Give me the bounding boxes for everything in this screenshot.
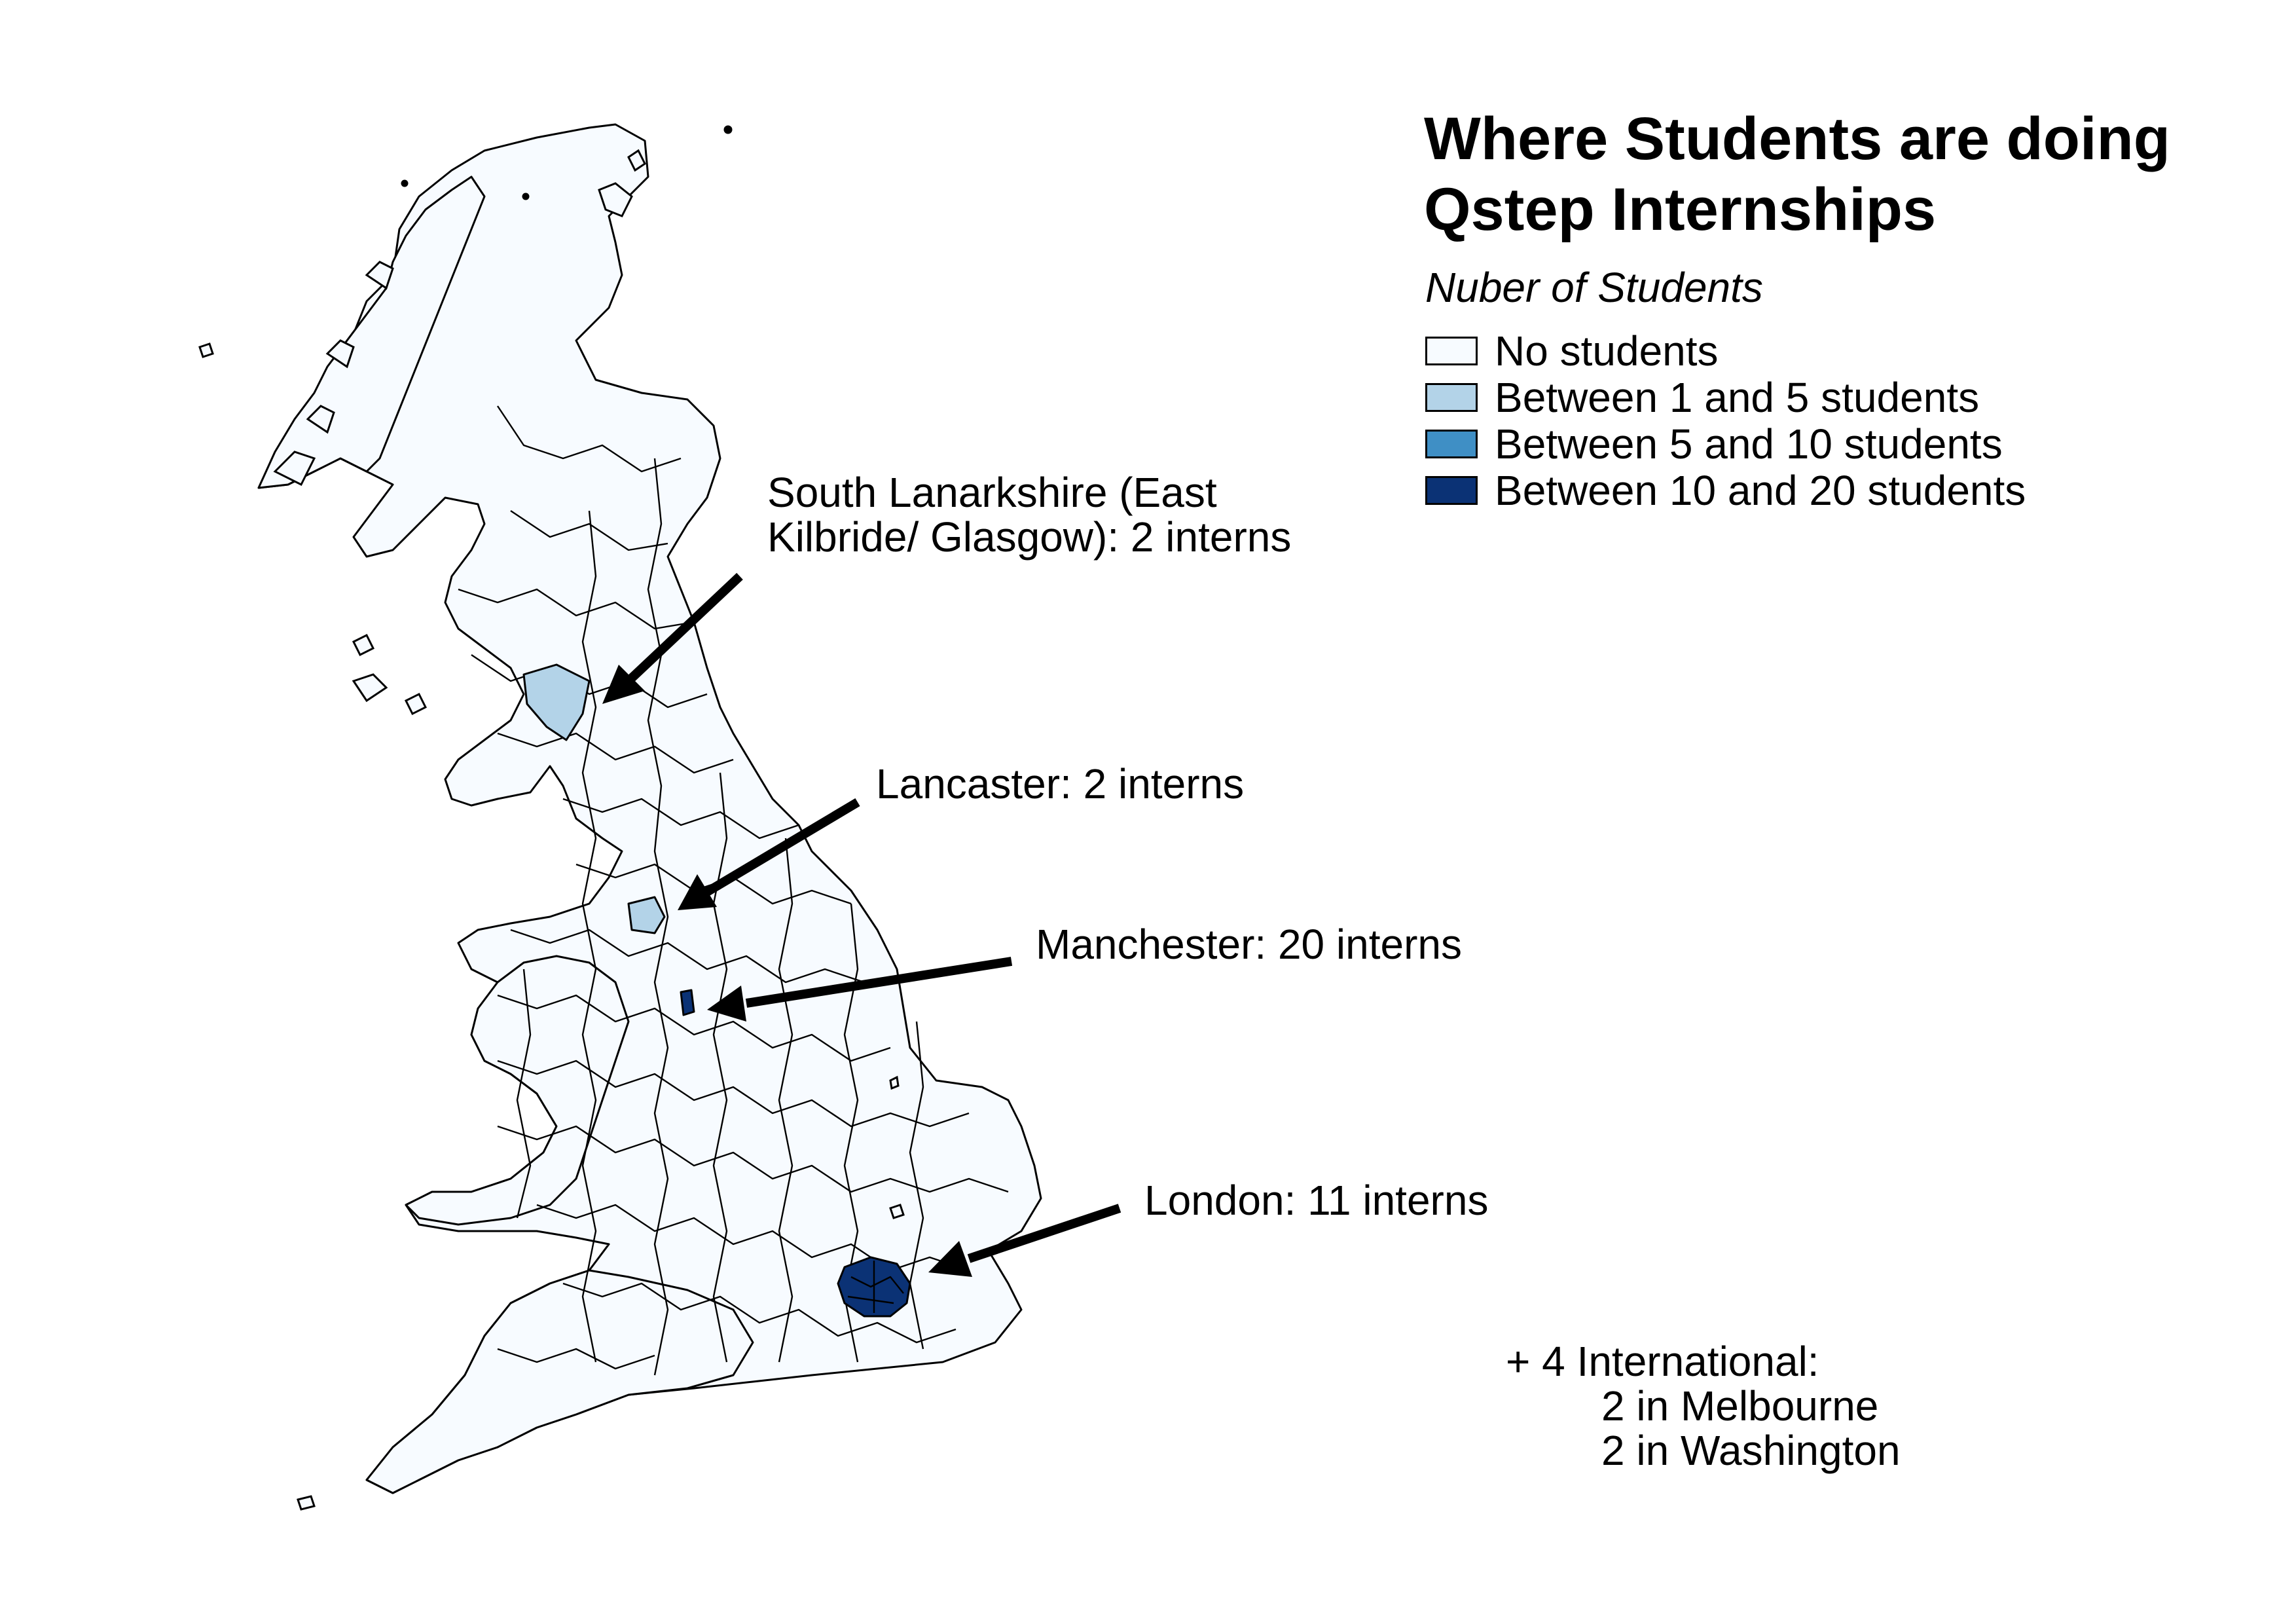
arrow-lancaster (678, 798, 860, 910)
arrow-manchester (707, 957, 1013, 1022)
callout-south-lanarkshire-line2: Kilbride/ Glasgow): 2 interns (767, 513, 1292, 561)
international-line3: 2 in Washington (1601, 1427, 1901, 1474)
callout-south-lanarkshire: South Lanarkshire (East Kilbride/ Glasgo… (767, 470, 1291, 559)
legend-title: Nuber of Students (1425, 264, 1763, 311)
legend-label: Between 1 and 5 students (1495, 374, 1980, 421)
legend-swatch (1425, 383, 1478, 412)
international-line1: + 4 International: (1506, 1338, 1819, 1385)
international-note: + 4 International: 2 in Melbourne 2 in W… (1506, 1339, 1901, 1473)
legend-label: No students (1495, 327, 1719, 375)
arrow-south-lanarkshire (602, 572, 743, 704)
callout-london: London: 11 interns (1144, 1177, 1489, 1224)
wales (405, 955, 630, 1226)
southwest-england (365, 1269, 754, 1494)
area-lancaster (627, 896, 666, 934)
legend-item-10-20: Between 10 and 20 students (1425, 467, 2026, 514)
legend-label: Between 10 and 20 students (1495, 467, 2026, 514)
legend-item-5-10: Between 5 and 10 students (1425, 420, 2003, 468)
map-title-line1: Where Students are doing (1424, 105, 2170, 172)
council-boundaries (458, 405, 1009, 1376)
legend-item-no-students: No students (1425, 327, 1719, 375)
legend-swatch (1425, 476, 1478, 505)
map-title: Where Students are doing Qstep Internshi… (1424, 103, 2242, 245)
legend-swatch (1425, 337, 1478, 365)
legend-label: Between 5 and 10 students (1495, 420, 2003, 468)
callout-manchester: Manchester: 20 interns (1036, 921, 1462, 968)
arrow-london (928, 1204, 1121, 1277)
callout-south-lanarkshire-line1: South Lanarkshire (East (767, 469, 1217, 516)
legend-swatch (1425, 430, 1478, 458)
area-manchester (680, 989, 695, 1016)
map-title-line2: Qstep Internships (1424, 176, 1937, 243)
area-south-lanarkshire (522, 663, 591, 741)
callout-lancaster: Lancaster: 2 interns (876, 760, 1245, 807)
legend-item-1-5: Between 1 and 5 students (1425, 374, 1980, 421)
islands (198, 125, 905, 1511)
international-line2: 2 in Melbourne (1601, 1382, 1879, 1430)
london-borough-lines (847, 1261, 904, 1313)
